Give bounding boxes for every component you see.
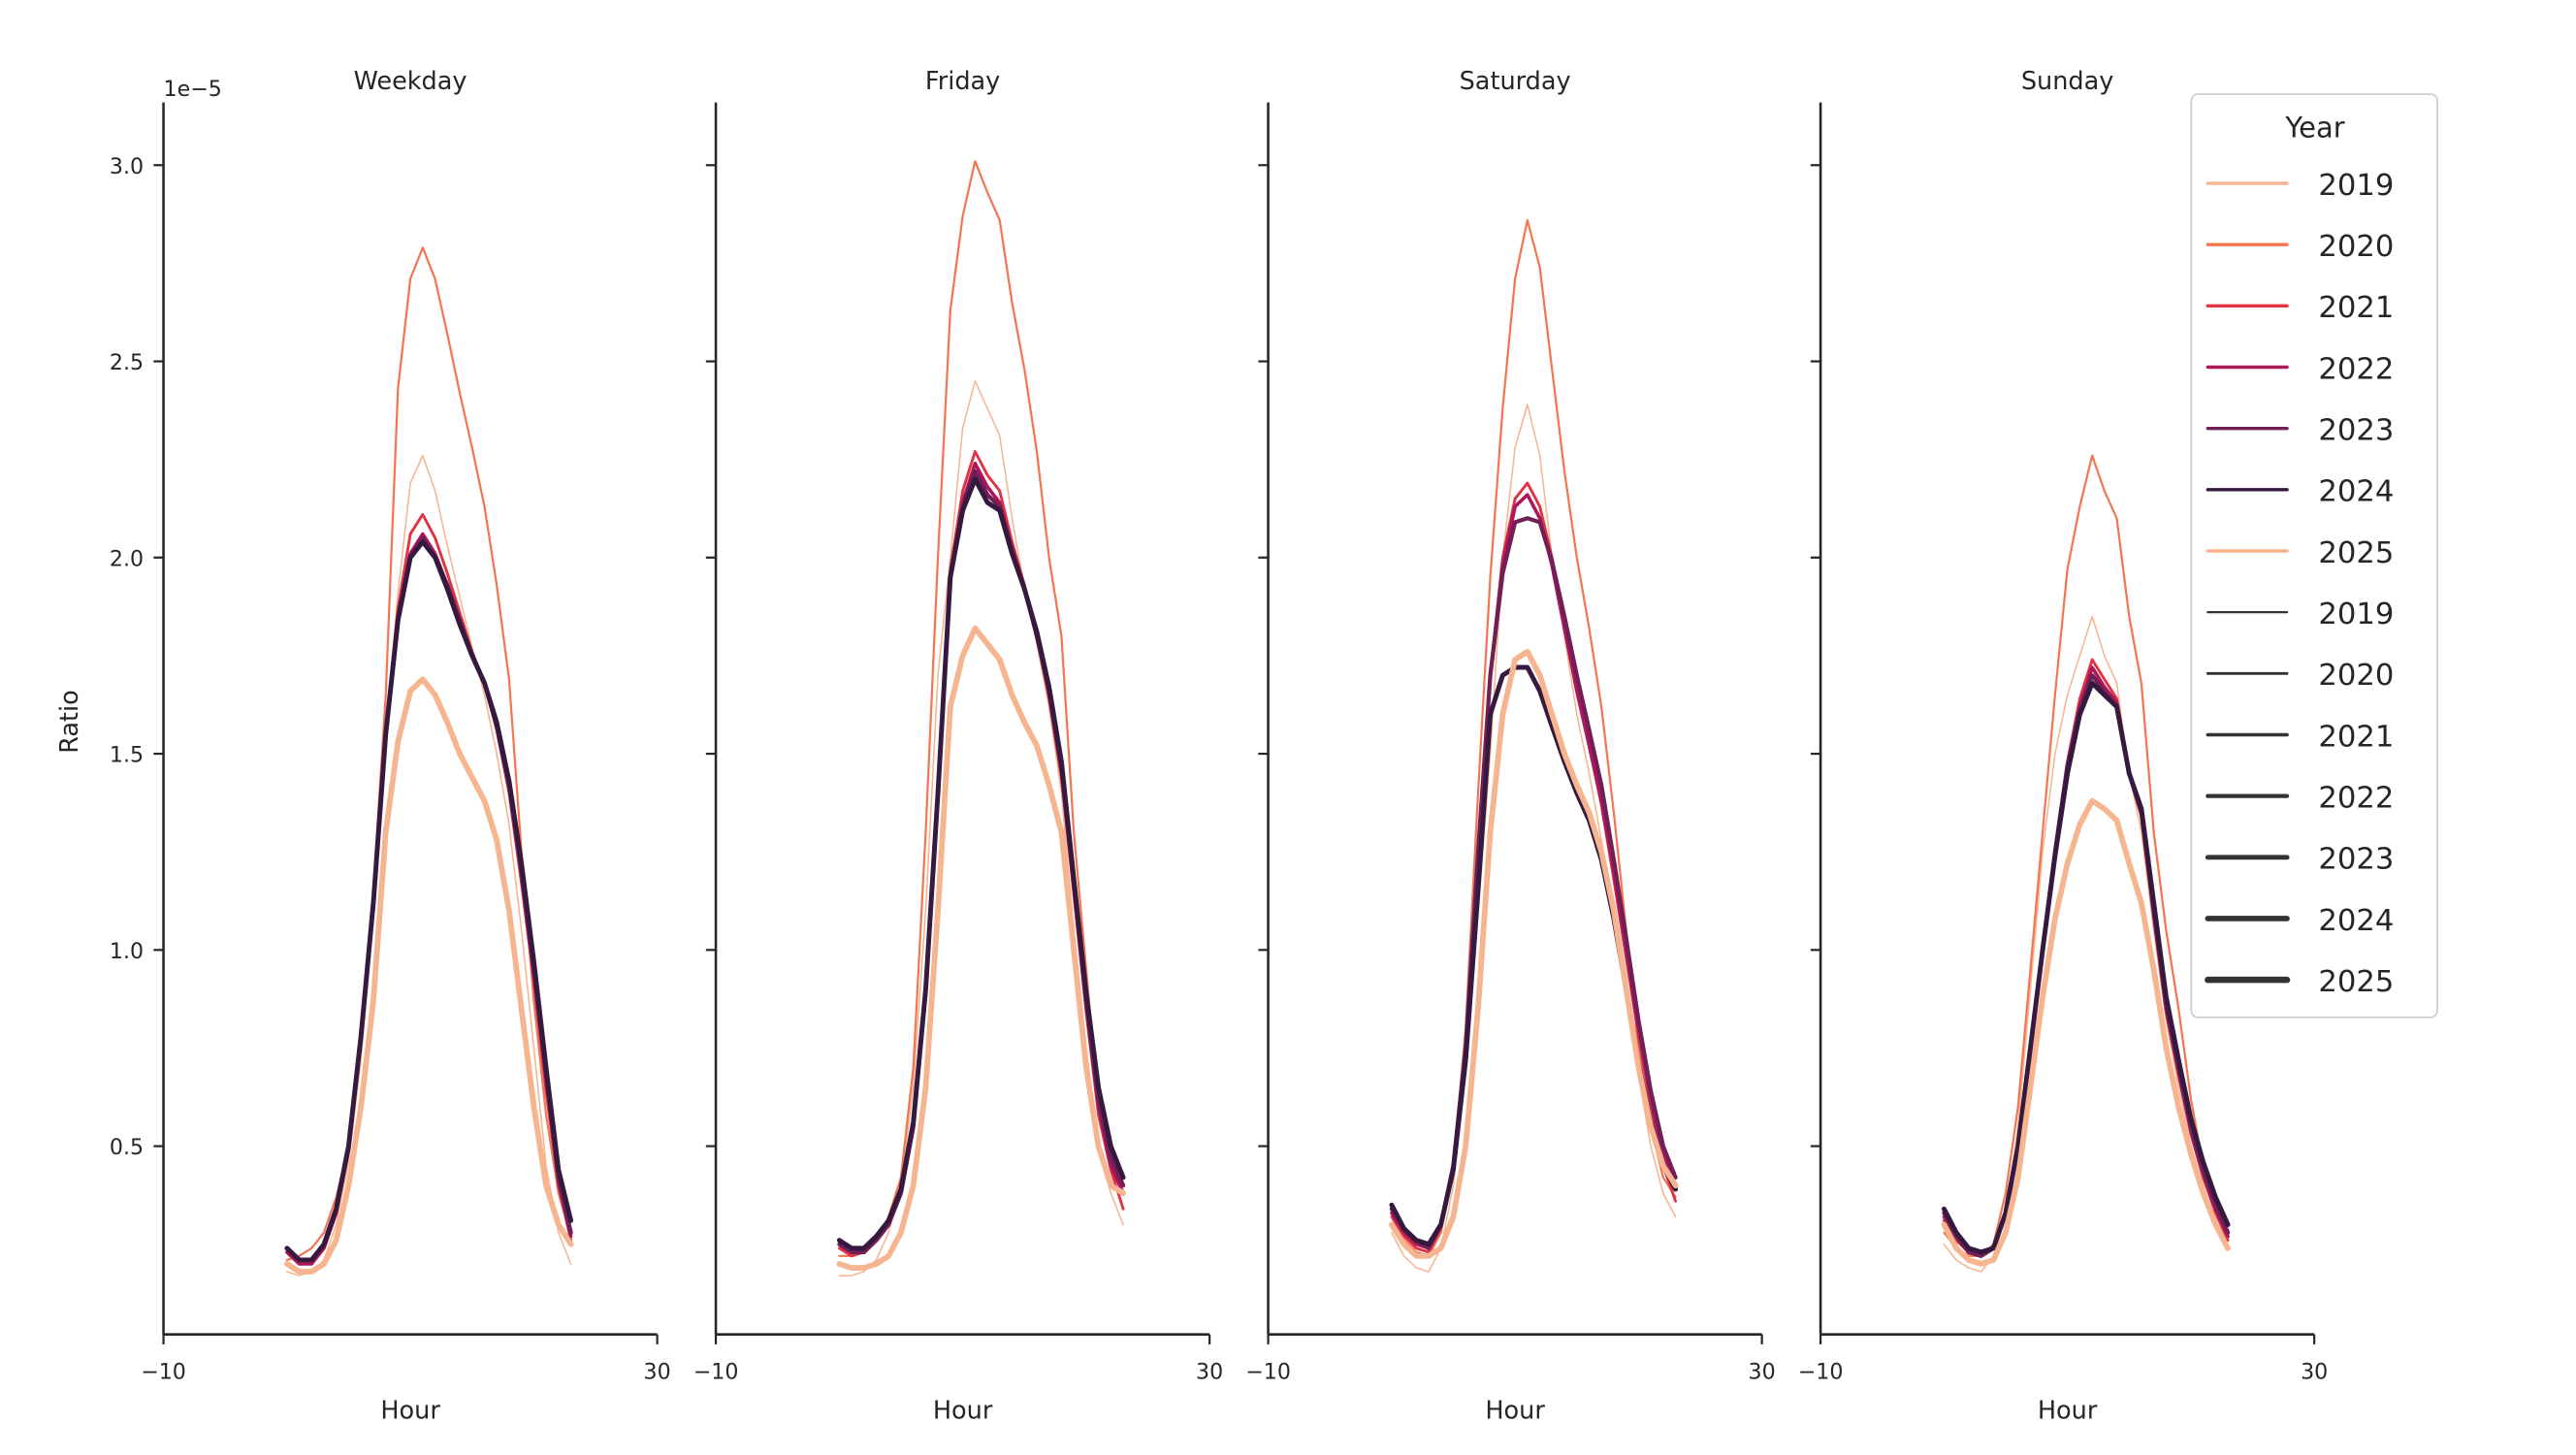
legend-item-2023: 2023 (2206, 414, 2394, 448)
x-tick-label: −10 (141, 1360, 186, 1385)
x-axis-label: Hour (380, 1397, 440, 1426)
series-line-2022 (1390, 493, 1678, 1250)
series-line-2022 (837, 461, 1125, 1254)
panel-friday: −10 30 Friday Hour (693, 67, 1223, 1426)
legend-label: 2024 (2318, 475, 2394, 509)
series-line-2023 (1942, 673, 2231, 1258)
panel-title: Weekday (354, 67, 467, 96)
series-line-2021 (837, 450, 1125, 1258)
y-tick-label: 1.0 (110, 939, 144, 964)
legend-item-2020: 2020 (2206, 659, 2394, 693)
y-tick-label: 1.5 (110, 743, 144, 768)
y-tick-label: 0.5 (110, 1135, 144, 1160)
y-axis-label: Ratio (55, 690, 84, 754)
series-line-2023 (1389, 516, 1678, 1250)
legend-label: 2025 (2318, 965, 2394, 999)
x-tick-label: 30 (644, 1360, 671, 1385)
series-line-2019 (1391, 404, 1677, 1273)
series-line-2019 (838, 380, 1124, 1277)
panel-title: Friday (925, 67, 1000, 96)
series-line-2020 (285, 246, 572, 1262)
x-tick-label: −10 (693, 1360, 739, 1385)
series-line-2024 (1941, 680, 2231, 1255)
panels: 0.5 1.0 1.5 2.0 2.5 3.0 −10 30 Weekday Hour Ratio 1… (55, 67, 2328, 1426)
series-line-2025 (1389, 648, 1679, 1259)
legend-label: 2022 (2318, 782, 2394, 816)
series-line-2019 (1943, 615, 2229, 1273)
series-line-2025 (1941, 797, 2231, 1267)
legend-label: 2023 (2318, 843, 2394, 877)
panel-title: Sunday (2021, 67, 2113, 96)
x-tick-label: −10 (1798, 1360, 1844, 1385)
panel-title: Saturday (1460, 67, 1571, 96)
series-line-2024 (284, 539, 574, 1263)
x-axis-label: Hour (1485, 1397, 1545, 1426)
x-tick-label: 30 (2301, 1360, 2328, 1385)
y-tick-label: 2.0 (110, 546, 144, 571)
series-line-2022 (1942, 665, 2230, 1258)
legend-label: 2019 (2318, 598, 2394, 631)
legend-item-2019: 2019 (2206, 598, 2394, 631)
legend-item-2021: 2021 (2206, 291, 2394, 325)
series-line-2021 (1942, 658, 2230, 1258)
legend-label: 2021 (2318, 720, 2394, 754)
legend-item-2025: 2025 (2206, 536, 2394, 570)
legend-item-2024: 2024 (2206, 475, 2394, 509)
series-line-2025 (284, 676, 574, 1275)
legend-item-2023: 2023 (2205, 843, 2394, 877)
series-line-2020 (1943, 454, 2230, 1257)
panel-weekday: 0.5 1.0 1.5 2.0 2.5 3.0 −10 30 Weekday Hour Ratio 1… (55, 67, 671, 1426)
series-line-2021 (1390, 481, 1678, 1254)
legend-item-2020: 2020 (2206, 230, 2394, 264)
legend-item-2025: 2025 (2205, 965, 2394, 999)
legend-label: 2020 (2318, 659, 2394, 693)
legend-title: Year (2284, 111, 2344, 144)
legend-item-2022: 2022 (2206, 782, 2394, 816)
legend-label: 2025 (2318, 536, 2394, 570)
series-line-2020 (838, 160, 1125, 1257)
legend-label: 2021 (2318, 291, 2394, 325)
legend-label: 2024 (2318, 904, 2394, 938)
legend-frame (2190, 93, 2438, 1018)
series-line-2021 (285, 512, 573, 1262)
panel-sunday: −10 30 Sunday Hour (1798, 67, 2328, 1426)
y-tick-label: 3.0 (110, 154, 144, 179)
series-line-2020 (1390, 218, 1677, 1257)
legend-label: 2020 (2318, 230, 2394, 264)
x-tick-label: 30 (1196, 1360, 1223, 1385)
x-tick-label: 30 (1749, 1360, 1776, 1385)
legend-label: 2022 (2318, 352, 2394, 386)
legend-item-2021: 2021 (2206, 720, 2394, 754)
series-line-2019 (286, 454, 572, 1277)
series-line-2024 (836, 476, 1126, 1251)
legend: Year 2019 2020 2021 2022 2023 2024 2025 2019 202… (2190, 93, 2438, 1018)
legend-item-2022: 2022 (2206, 352, 2394, 386)
x-axis-label: Hour (933, 1397, 993, 1426)
y-tick-label: 2.5 (110, 350, 144, 375)
y-offset-label: 1e−5 (164, 77, 222, 102)
x-axis-label: Hour (2038, 1397, 2098, 1426)
series-line-2025 (836, 625, 1126, 1271)
legend-items: 2019 2020 2021 2022 2023 2024 2025 2019 2020 2021… (2205, 169, 2394, 999)
legend-item-2024: 2024 (2205, 904, 2394, 938)
x-tick-label: −10 (1245, 1360, 1291, 1385)
legend-label: 2023 (2318, 414, 2394, 448)
panel-saturday: −10 30 Saturday Hour (1245, 67, 1775, 1426)
series-line-2024 (1389, 664, 1679, 1247)
series-line-2023 (837, 469, 1126, 1255)
legend-label: 2019 (2318, 169, 2394, 203)
legend-item-2019: 2019 (2206, 169, 2394, 203)
